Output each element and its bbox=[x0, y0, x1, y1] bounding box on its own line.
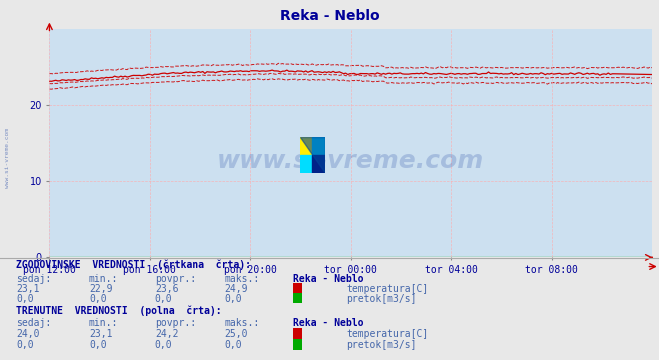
Text: min.:: min.: bbox=[89, 318, 119, 328]
Text: Reka - Neblo: Reka - Neblo bbox=[293, 318, 364, 328]
Text: 0,0: 0,0 bbox=[224, 294, 242, 304]
Text: 23,1: 23,1 bbox=[89, 329, 113, 339]
Text: povpr.:: povpr.: bbox=[155, 274, 196, 284]
Text: sedaj:: sedaj: bbox=[16, 274, 51, 284]
Polygon shape bbox=[300, 137, 325, 173]
Text: 23,6: 23,6 bbox=[155, 284, 179, 294]
Text: 0,0: 0,0 bbox=[155, 340, 173, 350]
Text: 24,2: 24,2 bbox=[155, 329, 179, 339]
Text: 0,0: 0,0 bbox=[16, 294, 34, 304]
Text: pretok[m3/s]: pretok[m3/s] bbox=[346, 294, 416, 304]
Text: www.si-vreme.com: www.si-vreme.com bbox=[217, 149, 484, 174]
Text: sedaj:: sedaj: bbox=[16, 318, 51, 328]
Text: maks.:: maks.: bbox=[224, 274, 259, 284]
Text: 24,0: 24,0 bbox=[16, 329, 40, 339]
Text: 0,0: 0,0 bbox=[89, 340, 107, 350]
Text: 23,1: 23,1 bbox=[16, 284, 40, 294]
Text: 0,0: 0,0 bbox=[224, 340, 242, 350]
Text: min.:: min.: bbox=[89, 274, 119, 284]
Bar bbox=[300, 155, 312, 173]
Text: 25,0: 25,0 bbox=[224, 329, 248, 339]
Text: maks.:: maks.: bbox=[224, 318, 259, 328]
Text: 0,0: 0,0 bbox=[155, 294, 173, 304]
Bar bbox=[312, 155, 325, 173]
Text: TRENUTNE  VREDNOSTI  (polna  črta):: TRENUTNE VREDNOSTI (polna črta): bbox=[16, 305, 222, 316]
Text: Reka - Neblo: Reka - Neblo bbox=[279, 9, 380, 23]
Text: temperatura[C]: temperatura[C] bbox=[346, 329, 428, 339]
Text: pretok[m3/s]: pretok[m3/s] bbox=[346, 340, 416, 350]
Text: 24,9: 24,9 bbox=[224, 284, 248, 294]
Bar bbox=[312, 137, 325, 155]
Text: 0,0: 0,0 bbox=[16, 340, 34, 350]
Text: povpr.:: povpr.: bbox=[155, 318, 196, 328]
Text: temperatura[C]: temperatura[C] bbox=[346, 284, 428, 294]
Text: Reka - Neblo: Reka - Neblo bbox=[293, 274, 364, 284]
Text: ZGODOVINSKE  VREDNOSTI  (črtkana  črta):: ZGODOVINSKE VREDNOSTI (črtkana črta): bbox=[16, 260, 252, 270]
Text: 0,0: 0,0 bbox=[89, 294, 107, 304]
Text: www.si-vreme.com: www.si-vreme.com bbox=[5, 129, 11, 188]
Text: 22,9: 22,9 bbox=[89, 284, 113, 294]
Bar bbox=[300, 137, 312, 155]
